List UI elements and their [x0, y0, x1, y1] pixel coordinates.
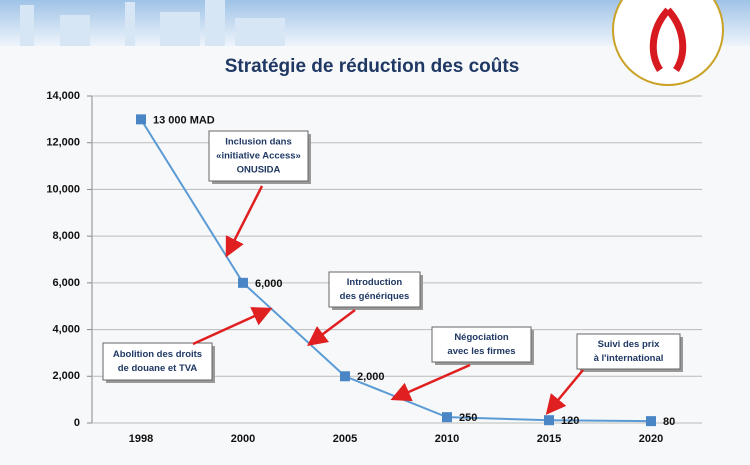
- value-label: 6,000: [255, 278, 283, 290]
- y-tick-label: 10,000: [46, 183, 80, 195]
- marker: [544, 415, 554, 426]
- y-tick-label: 2,000: [52, 370, 80, 382]
- value-label: 2,000: [357, 371, 385, 383]
- marker: [340, 371, 350, 382]
- annotation-text: ONUSIDA: [237, 165, 281, 176]
- y-tick-label: 14,000: [46, 90, 80, 102]
- y-tick-label: 6,000: [52, 277, 80, 289]
- x-tick-label: 2010: [435, 433, 459, 445]
- x-tick-label: 1998: [129, 433, 153, 445]
- value-label: 120: [561, 415, 579, 427]
- annotation-arrow: [390, 363, 471, 402]
- chart-title: Stratégie de réduction des coûts: [225, 56, 520, 77]
- annotation-arrow: [192, 307, 273, 346]
- annotation: Abolition des droits de douane et TVA: [102, 342, 215, 383]
- y-tick-label: 8,000: [52, 230, 80, 242]
- y-tick-label: 4,000: [52, 323, 80, 335]
- annotation-text: des génériques: [340, 291, 410, 302]
- value-label: 80: [663, 416, 675, 428]
- skyline: [20, 0, 285, 46]
- annotation: Inclusion dans «initiative Access» ONUSIDA: [208, 130, 311, 184]
- annotation-arrow: [307, 309, 356, 346]
- annotation-box: [208, 130, 309, 182]
- annotation-text: Inclusion dans: [225, 137, 292, 148]
- value-label: 250: [459, 412, 477, 424]
- x-tick-label: 2000: [231, 433, 255, 445]
- marker: [646, 416, 656, 427]
- annotation-text: Négociation: [454, 332, 509, 343]
- x-tick-label: 2005: [333, 433, 357, 445]
- logo: [612, 0, 724, 86]
- annotation-arrow: [545, 369, 584, 415]
- annotation-text: Abolition des droits: [113, 349, 202, 360]
- x-tick-label: 2015: [537, 433, 561, 445]
- annotation: Négociation avec les firmes: [431, 326, 534, 365]
- marker: [136, 114, 146, 125]
- annotation-text: «initiative Access»: [216, 151, 301, 162]
- annotation: Suivi des prix à l'international: [576, 333, 683, 372]
- annotation: Introduction des génériques: [328, 271, 423, 310]
- annotation-text: avec les firmes: [447, 346, 515, 357]
- annotation-text: à l'international: [594, 353, 664, 364]
- x-tick-label: 2020: [639, 433, 663, 445]
- annotation-box: [102, 342, 213, 381]
- y-tick-label: 0: [74, 417, 80, 429]
- annotation-box: [431, 326, 532, 363]
- value-label: 13 000 MAD: [153, 114, 215, 126]
- marker: [238, 277, 248, 288]
- y-tick-label: 12,000: [46, 137, 80, 149]
- ribbon-icon: [649, 7, 687, 72]
- annotation-text: Introduction: [347, 277, 403, 288]
- marker: [442, 412, 452, 423]
- annotation-text: Suivi des prix: [598, 339, 660, 350]
- annotation-text: de douane et TVA: [118, 363, 198, 374]
- annotation-box: [576, 333, 681, 370]
- annotation-arrow: [225, 185, 264, 258]
- annotation-box: [328, 271, 421, 308]
